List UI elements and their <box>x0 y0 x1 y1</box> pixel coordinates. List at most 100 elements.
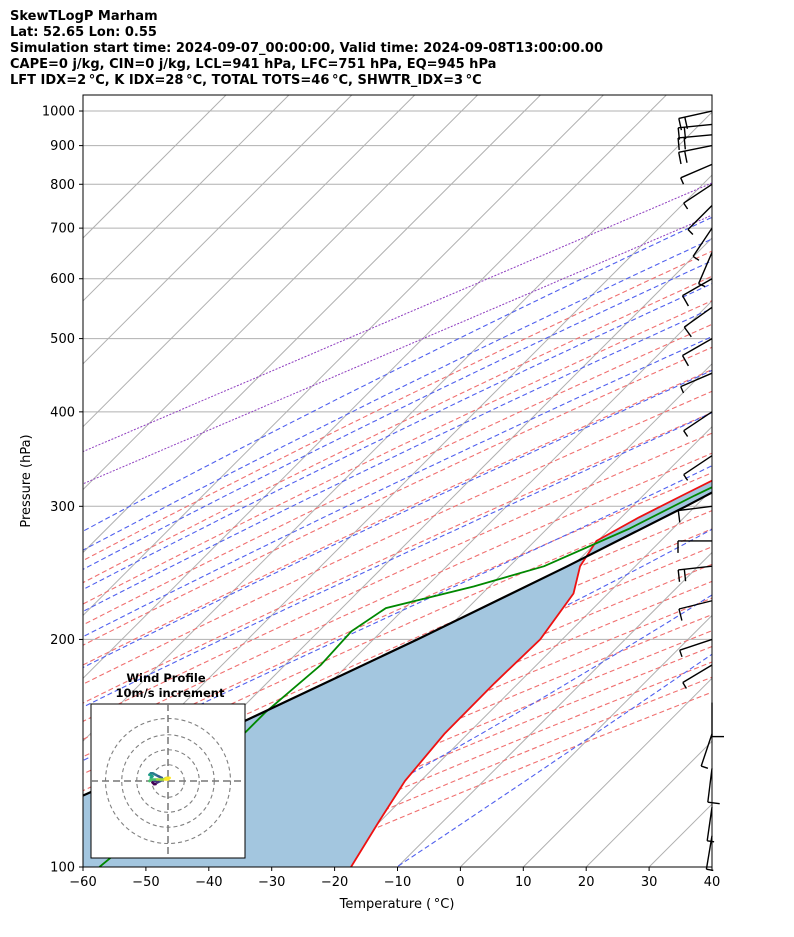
dry-adiabat <box>83 300 712 605</box>
dry-adiabat <box>83 411 712 704</box>
isotherm-line <box>585 740 712 867</box>
wind-barb-flag <box>683 326 692 338</box>
wind-barb-flag <box>681 355 690 367</box>
dry-adiabat <box>83 250 712 562</box>
moist-adiabat <box>83 369 712 669</box>
wind-barb <box>683 306 713 328</box>
dewpoint-line <box>98 486 712 867</box>
x-tick-label: 40 <box>704 875 721 890</box>
x-tick-label: 10 <box>515 875 532 890</box>
wind-barb-flag <box>700 765 709 769</box>
y-tick-label: 600 <box>50 272 75 287</box>
wind-barb <box>706 807 713 841</box>
dry-adiabat <box>83 491 712 775</box>
moist-adiabat <box>83 307 712 613</box>
wind-barb-flag <box>679 649 683 658</box>
y-tick-label: 900 <box>50 139 75 154</box>
isotherm-line <box>83 95 667 680</box>
moist-adiabat <box>83 335 712 638</box>
wind-barb <box>680 163 713 179</box>
wind-barb <box>705 835 713 870</box>
moist-adiabat <box>83 528 712 837</box>
wind-barb-flag <box>677 510 681 523</box>
hodograph: Wind Profile 10m/s increment <box>90 671 246 859</box>
isotherm-line <box>522 677 712 867</box>
isotherm-line <box>83 95 416 428</box>
wind-barb <box>680 372 713 388</box>
moist-adiabat <box>83 283 712 591</box>
location-text: Lat: 52.65 Lon: 0.55 <box>10 25 157 40</box>
wind-barb-flag <box>683 430 689 437</box>
wind-barb-flag <box>707 801 720 805</box>
isotherm-line <box>334 488 712 867</box>
parcel-line <box>83 491 712 797</box>
x-tick-label: −40 <box>195 875 222 890</box>
isotherm-line <box>83 95 478 491</box>
wind-barb <box>679 638 713 651</box>
moist-adiabat <box>83 465 712 762</box>
x-tick-label: −20 <box>321 875 348 890</box>
wind-barb-flag <box>677 569 681 582</box>
wind-barb-flag <box>678 152 682 165</box>
moist-adiabat <box>83 260 712 571</box>
y-axis-label: Pressure (hPa) <box>19 434 34 527</box>
time-text: Simulation start time: 2024-09-07_00:00:… <box>10 41 603 56</box>
wind-barb <box>692 227 713 257</box>
y-tick-label: 100 <box>50 861 75 876</box>
wind-barb <box>687 204 713 230</box>
wind-barbs <box>677 110 724 872</box>
x-tick-label: −50 <box>132 875 159 890</box>
hodograph-subtitle: 10m/s increment <box>116 686 225 700</box>
wind-barb-flag <box>678 608 683 621</box>
isotherm-line <box>83 95 290 302</box>
wind-barb <box>683 183 713 204</box>
y-tick-label: 800 <box>50 178 75 193</box>
wind-barb <box>682 337 713 357</box>
chart-title: SkewTLogP Marham <box>10 9 158 24</box>
wind-barb-flag <box>683 202 689 210</box>
isotherm-line <box>83 95 227 239</box>
temperature-line <box>350 479 712 867</box>
y-tick-label: 700 <box>50 222 75 237</box>
wind-barb <box>678 600 713 610</box>
wind-barb-flag <box>680 177 685 185</box>
wind-barb-flag <box>692 255 700 261</box>
y-tick-label: 300 <box>50 500 75 515</box>
y-tick-label: 500 <box>50 332 75 347</box>
x-axis-label: Temperature ( °C) <box>339 897 455 912</box>
isotherm-line <box>83 95 604 617</box>
wind-barb <box>682 278 713 297</box>
isotherm-line <box>460 614 712 867</box>
wind-barb-flag <box>706 868 714 872</box>
y-tick-label: 1000 <box>42 105 75 120</box>
moist-adiabat <box>83 411 712 708</box>
wind-barb <box>700 733 713 767</box>
wind-barb <box>678 144 713 153</box>
wind-barb-flag <box>684 150 688 163</box>
x-tick-label: 20 <box>578 875 595 890</box>
dry-adiabat <box>83 346 712 646</box>
wind-barb-flag <box>687 229 694 235</box>
wind-barb <box>678 505 713 512</box>
x-tick-label: 0 <box>456 875 464 890</box>
wind-barb <box>678 110 713 120</box>
wind-barb <box>678 123 713 129</box>
isotherm-line <box>83 95 353 365</box>
indices-text: CAPE=0 j/kg, CIN=0 j/kg, LCL=941 hPa, LF… <box>10 57 497 72</box>
isotherm-line <box>83 95 541 554</box>
hodograph-title: Wind Profile <box>126 671 206 685</box>
wind-barb <box>697 252 713 284</box>
x-tick-label: −30 <box>258 875 285 890</box>
x-tick-label: −10 <box>384 875 411 890</box>
x-tick-label: −60 <box>69 875 96 890</box>
wind-barb <box>683 455 713 476</box>
wind-barb <box>682 664 713 684</box>
isotherm-line <box>711 866 712 867</box>
dry-adiabat <box>83 452 712 740</box>
wind-barb-flag <box>680 386 685 394</box>
wind-barb-flag <box>682 682 688 689</box>
wind-barb <box>678 134 713 139</box>
y-tick-label: 200 <box>50 633 75 648</box>
